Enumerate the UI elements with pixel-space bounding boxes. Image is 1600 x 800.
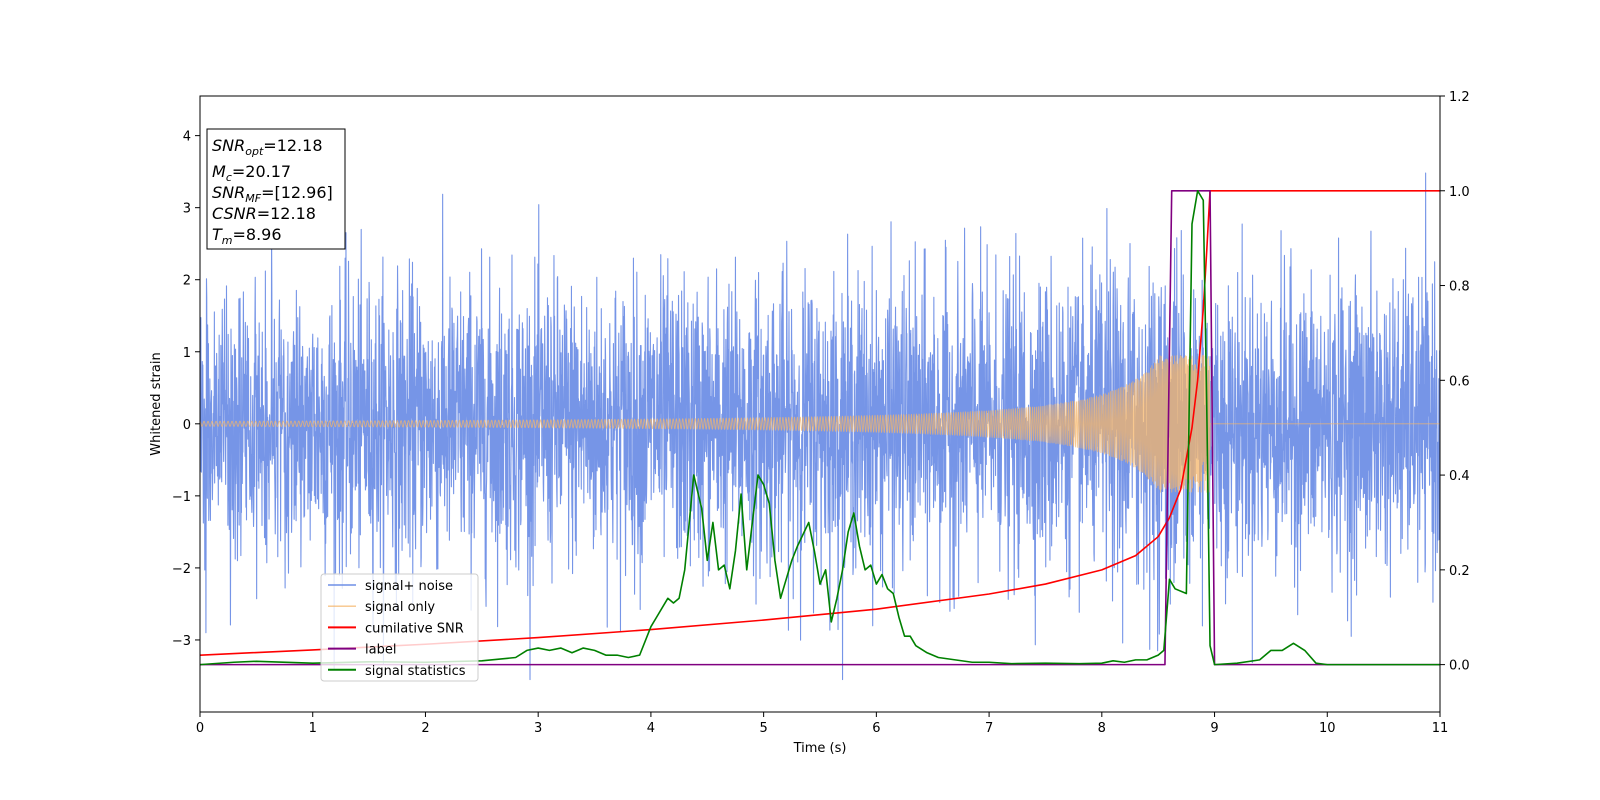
y-tick-label: −3 <box>172 634 191 649</box>
info-box-line: CSNR=12.18 <box>212 204 316 223</box>
series-line-cumilative-snr <box>200 189 1440 656</box>
x-tick-label: 8 <box>1098 721 1106 736</box>
info-box-line: SNRMF=[12.96] <box>212 183 333 205</box>
legend-label-signal-only: signal only <box>365 600 435 615</box>
y2-tick-label: 0.2 <box>1449 564 1470 579</box>
series-layer <box>200 172 1440 681</box>
info-value: =20.17 <box>232 162 291 181</box>
y2-tick-label: 1.2 <box>1449 90 1470 105</box>
series-line-signal-noise <box>200 172 1440 681</box>
info-symbol: T <box>212 225 223 244</box>
info-box: SNRopt=12.18Mc=20.17SNRMF=[12.96]CSNR=12… <box>206 128 346 250</box>
info-subscript: c <box>226 171 232 184</box>
y-axis-label: Whitened strain <box>149 352 164 455</box>
series-line-signal-statistics <box>200 189 1440 666</box>
legend-label-signal-statistics: signal statistics <box>365 664 466 679</box>
y2-tick-label: 0.6 <box>1449 374 1470 389</box>
info-symbol: SNR <box>212 183 245 202</box>
y-tick-label: 4 <box>183 130 191 145</box>
x-axis-label: Time (s) <box>793 741 847 756</box>
info-box-line: Tm=8.96 <box>212 225 282 247</box>
x-axis: 0 1 2 3 4 5 6 7 8 9 10 11 <box>196 712 1448 736</box>
y-axis-left: −3 −2 −1 0 1 2 3 4 <box>172 130 200 649</box>
info-symbol: CSNR <box>212 204 257 223</box>
info-box-line: SNRopt=12.18 <box>212 136 323 158</box>
legend: signal+ noise signal only cumilative SNR la… <box>320 573 479 682</box>
info-subscript: MF <box>245 192 261 205</box>
y2-tick-label: 0.4 <box>1449 469 1470 484</box>
series-line-label <box>200 189 1440 666</box>
x-tick-label: 5 <box>759 721 767 736</box>
info-box-frame <box>206 128 346 250</box>
x-tick-label: 4 <box>647 721 655 736</box>
plot-frame <box>199 95 1441 713</box>
legend-label-label: label <box>365 643 396 658</box>
y-tick-label: −1 <box>172 490 191 505</box>
y2-tick-label: 0.8 <box>1449 280 1470 295</box>
info-symbol: M <box>212 162 226 181</box>
x-tick-label: 11 <box>1432 721 1449 736</box>
y2-tick-label: 0.0 <box>1449 659 1470 674</box>
info-subscript: m <box>222 234 233 247</box>
y-tick-label: 0 <box>183 418 191 433</box>
x-tick-label: 6 <box>872 721 880 736</box>
series-line-signal-only <box>200 354 1440 493</box>
info-box-line: Mc=20.17 <box>212 162 291 184</box>
info-subscript: opt <box>245 145 264 158</box>
x-tick-label: 10 <box>1319 721 1336 736</box>
y2-tick-label: 1.0 <box>1449 185 1470 200</box>
info-value: =[12.96] <box>261 183 333 202</box>
info-value: =8.96 <box>233 225 282 244</box>
x-tick-label: 0 <box>196 721 204 736</box>
y-tick-label: −2 <box>172 562 191 577</box>
info-value: =12.18 <box>263 136 322 155</box>
x-tick-label: 3 <box>534 721 542 736</box>
info-symbol: SNR <box>212 136 245 155</box>
x-tick-label: 2 <box>421 721 429 736</box>
x-tick-label: 7 <box>985 721 993 736</box>
legend-frame <box>320 573 479 682</box>
x-tick-label: 1 <box>309 721 317 736</box>
x-tick-label: 9 <box>1210 721 1218 736</box>
y-tick-label: 1 <box>183 346 191 361</box>
legend-label-signal-noise: signal+ noise <box>365 579 453 594</box>
y-tick-label: 3 <box>183 202 191 217</box>
legend-label-cumilative-snr: cumilative SNR <box>365 621 464 636</box>
info-value: =12.18 <box>257 204 316 223</box>
y-tick-label: 2 <box>183 274 191 289</box>
y-axis-right: 0.0 0.2 0.4 0.6 0.8 1.0 1.2 <box>1440 90 1470 674</box>
